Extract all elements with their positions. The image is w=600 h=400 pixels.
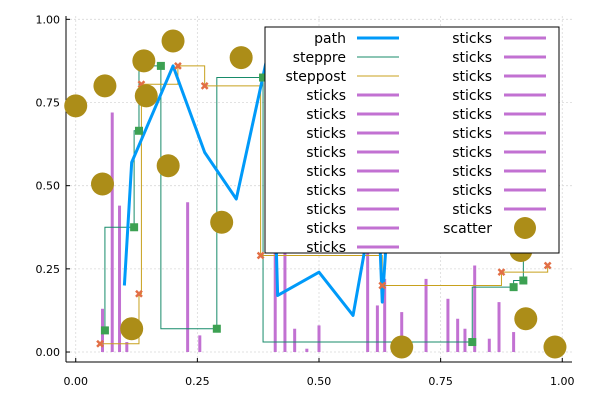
steppost-marker [378,281,387,290]
scatter-point [210,210,234,234]
legend-entry-label: steppost [285,69,346,85]
scatter-point [90,172,114,196]
steppre-marker [134,126,143,135]
steppost-marker [96,339,104,348]
y-tick-label: 0.00 [36,346,61,359]
scatter-point [93,74,117,98]
scatter-point [514,307,538,331]
legend-entry-label: sticks [306,126,346,142]
legend-entry-label: sticks [452,202,492,218]
legend-entry-label: sticks [306,88,346,104]
x-tick-label: 0.75 [428,375,453,388]
scatter-point [543,335,567,359]
legend: path steppre steppost sticks sticks sticks sti… [264,26,560,256]
legend-entry-label: sticks [306,145,346,161]
x-tick-label: 1.00 [550,375,575,388]
steppre-marker [468,338,477,347]
scatter-point [132,49,156,73]
steppost-marker [543,261,552,270]
legend-entry-label: scatter [443,221,492,237]
legend-entry-label: sticks [452,69,492,85]
legend-entry-label: sticks [452,164,492,180]
steppre-marker [100,326,109,335]
legend-entry-label: sticks [452,88,492,104]
scatter-point [390,335,414,359]
scatter-point [134,84,158,108]
steppost-marker [174,62,182,70]
legend-entry-label: sticks [452,107,492,123]
steppre-marker [212,324,221,333]
legend-entry-label: sticks [306,202,346,218]
legend-entry-label: sticks [452,50,492,66]
legend-box [264,26,560,254]
legend-entry-label: steppre [293,50,346,66]
legend-entry-label: sticks [452,183,492,199]
steppre-marker [519,276,528,285]
legend-entry-label: sticks [452,31,492,47]
steppre-marker [509,283,518,292]
scatter-point [161,29,185,53]
steppost-marker [135,289,143,298]
legend-scatter-marker [514,217,536,239]
legend-entry-label: sticks [306,164,346,180]
steppre-marker [130,223,139,232]
scatter-point [64,94,88,118]
y-tick-label: 0.50 [36,180,61,193]
y-tick-label: 0.25 [36,263,61,276]
axes: 0.00 0.25 0.50 0.75 1.00 0.00 0.25 0.50 0.75 1.00 [36,13,575,388]
y-tick-label: 0.75 [36,97,61,110]
scatter-point [156,154,180,178]
steppost-marker [497,268,506,277]
x-tick-label: 0.25 [185,375,210,388]
x-tick-label: 0.50 [307,375,332,388]
scatter-point [120,317,144,341]
steppre-line [104,48,536,343]
steppost-marker [256,251,265,260]
legend-entry-label: sticks [452,126,492,142]
x-tick-label: 0.00 [63,375,88,388]
steppre-marker [156,61,165,70]
legend-entry-label: sticks [306,107,346,123]
legend-entry-label: path [314,31,346,47]
scatter-point [229,46,253,70]
steppost-marker [200,81,209,90]
legend-entry-label: sticks [452,145,492,161]
legend-entry-label: sticks [306,183,346,199]
legend-entry-label: sticks [306,240,346,256]
y-tick-label: 1.00 [36,13,61,26]
steppre-marker [259,73,268,82]
legend-entry-label: sticks [306,221,346,237]
